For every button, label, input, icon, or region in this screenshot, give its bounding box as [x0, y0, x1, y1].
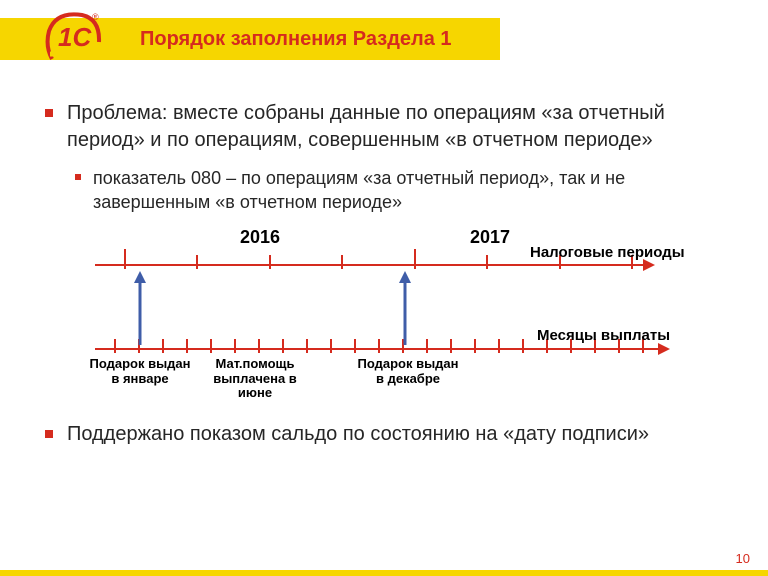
event-label: Подарок выдан в январе: [85, 357, 195, 387]
timeline-diagram: 2016 2017 Налоговые периоды Месяцы выплаты П…: [75, 229, 695, 409]
bullet-closing: Поддержано показом сальдо по состоянию н…: [45, 421, 725, 448]
axis-label-bottom: Месяцы выплаты: [537, 327, 670, 344]
bullet-text: Проблема: вместе собраны данные по опера…: [67, 100, 725, 154]
bullet-marker: [75, 174, 81, 180]
page-number: 10: [736, 551, 750, 566]
svg-text:1C: 1C: [58, 22, 92, 52]
year-label: 2016: [240, 227, 280, 248]
svg-text:®: ®: [92, 12, 99, 22]
bullet-text: показатель 080 – по операциям «за отчетн…: [93, 166, 725, 215]
bullet-text: Поддержано показом сальдо по состоянию н…: [67, 421, 649, 448]
axis-label-top: Налоговые периоды: [530, 244, 685, 261]
year-label: 2017: [470, 227, 510, 248]
bottom-accent-bar: [0, 570, 768, 576]
slide-title: Порядок заполнения Раздела 1: [140, 28, 452, 51]
event-label: Мат.помощь выплачена в июне: [200, 357, 310, 402]
bullet-marker: [45, 109, 53, 117]
bullet-marker: [45, 430, 53, 438]
sub-bullet-080: показатель 080 – по операциям «за отчетн…: [75, 166, 725, 215]
event-label: Подарок выдан в декабре: [353, 357, 463, 387]
logo-1c: 1C ®: [42, 6, 102, 66]
bullet-problem: Проблема: вместе собраны данные по опера…: [45, 100, 725, 154]
